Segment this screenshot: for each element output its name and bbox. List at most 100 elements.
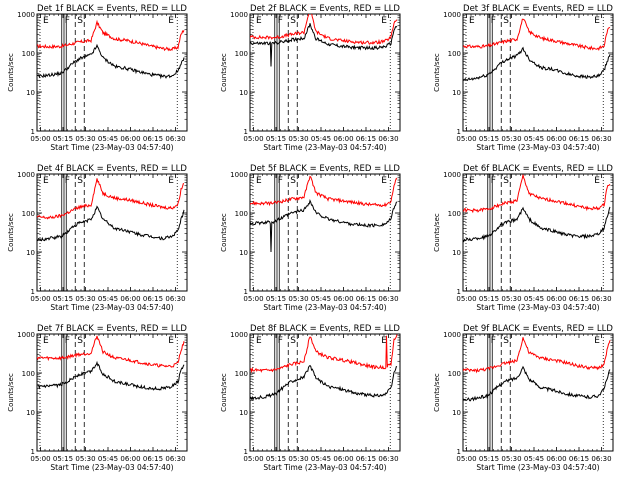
x-tick-label: 06:30 bbox=[591, 135, 611, 143]
panel-2: Det 2f BLACK = Events, RED = LLD 1 10 100 10… bbox=[220, 4, 401, 152]
y-tick-label: 100 bbox=[22, 210, 35, 218]
y-tick-label: 10 bbox=[26, 409, 35, 417]
y-tick-label: 1000 bbox=[17, 331, 35, 339]
y-tick-label: 100 bbox=[235, 50, 248, 58]
marker-label-f: F bbox=[491, 176, 496, 186]
y-tick-label: 10 bbox=[26, 89, 35, 97]
x-tick-label: 06:00 bbox=[333, 135, 353, 143]
plot-frame bbox=[462, 13, 614, 132]
x-tick-label: 06:15 bbox=[356, 135, 376, 143]
y-tick-label: 1 bbox=[457, 128, 461, 136]
y-tick-label: 10 bbox=[452, 89, 461, 97]
x-tick-label: 05:15 bbox=[53, 455, 73, 463]
plot-frame bbox=[249, 173, 401, 292]
y-tick-label: 10 bbox=[26, 249, 35, 257]
panel-8: Det 8f BLACK = Events, RED = LLD 1 10 100 10… bbox=[220, 324, 401, 472]
events-series-line bbox=[250, 364, 398, 402]
marker-label-e-end: E bbox=[594, 176, 600, 186]
x-tick-label: 06:00 bbox=[120, 135, 140, 143]
marker-label-s: S bbox=[77, 16, 83, 26]
y-tick-label: 1 bbox=[244, 288, 248, 296]
panel-title: Det 9f BLACK = Events, RED = LLD bbox=[463, 324, 613, 334]
x-tick-label: 06:30 bbox=[378, 455, 398, 463]
x-tick-label: 05:00 bbox=[456, 455, 476, 463]
y-tick-label: 100 bbox=[22, 50, 35, 58]
x-tick-label: 05:00 bbox=[243, 295, 263, 303]
marker-label-e: E bbox=[469, 176, 475, 186]
y-tick-label: 100 bbox=[22, 370, 35, 378]
y-tick-label: 10 bbox=[239, 409, 248, 417]
x-tick-label: 05:45 bbox=[311, 295, 331, 303]
marker-label-f: F bbox=[278, 16, 283, 26]
panel-title: Det 6f BLACK = Events, RED = LLD bbox=[463, 164, 613, 174]
x-tick-label: 05:00 bbox=[456, 295, 476, 303]
panel-7: Det 7f BLACK = Events, RED = LLD 1 10 100 10… bbox=[7, 324, 188, 472]
marker-label-f: F bbox=[278, 176, 283, 186]
marker-label-e: E bbox=[256, 176, 262, 186]
y-tick-label: 1 bbox=[31, 128, 35, 136]
panel-title: Det 3f BLACK = Events, RED = LLD bbox=[463, 4, 613, 14]
y-tick-label: 10 bbox=[239, 89, 248, 97]
x-tick-label: 06:15 bbox=[569, 455, 589, 463]
marker-label-s: S bbox=[290, 336, 296, 346]
x-tick-label: 06:15 bbox=[356, 455, 376, 463]
x-axis-label: Start Time (23-May-03 04:57:40) bbox=[50, 463, 173, 472]
x-tick-label: 05:45 bbox=[98, 295, 118, 303]
x-tick-label: 06:15 bbox=[143, 295, 163, 303]
x-tick-label: 05:00 bbox=[30, 455, 50, 463]
y-tick-label: 10 bbox=[452, 409, 461, 417]
x-tick-label: 06:00 bbox=[333, 295, 353, 303]
y-tick-label: 100 bbox=[235, 210, 248, 218]
x-tick-label: 05:30 bbox=[501, 295, 521, 303]
y-axis-label: Counts/sec bbox=[220, 373, 228, 412]
plot-frame bbox=[36, 333, 188, 452]
events-series-line bbox=[37, 205, 185, 242]
marker-label-e-end: E bbox=[594, 336, 600, 346]
y-axis-label: Counts/sec bbox=[7, 213, 15, 252]
marker-label-s: S bbox=[503, 336, 509, 346]
lld-series-line bbox=[250, 14, 398, 45]
x-tick-label: 06:15 bbox=[143, 455, 163, 463]
x-tick-label: 06:15 bbox=[356, 295, 376, 303]
panel-1: Det 1f BLACK = Events, RED = LLD 1 10 100 10… bbox=[7, 4, 188, 152]
marker-label-s: S bbox=[290, 16, 296, 26]
y-tick-label: 100 bbox=[448, 50, 461, 58]
x-tick-label: 05:45 bbox=[524, 455, 544, 463]
y-tick-label: 1 bbox=[244, 448, 248, 456]
y-axis-label: Counts/sec bbox=[433, 373, 441, 412]
x-tick-label: 06:30 bbox=[378, 295, 398, 303]
y-tick-label: 1 bbox=[31, 448, 35, 456]
marker-label-s: S bbox=[503, 176, 509, 186]
events-series-line bbox=[37, 360, 185, 391]
x-tick-label: 06:15 bbox=[569, 135, 589, 143]
x-tick-label: 06:30 bbox=[165, 135, 185, 143]
marker-label-f: F bbox=[491, 16, 496, 26]
x-tick-label: 06:00 bbox=[120, 295, 140, 303]
panel-title: Det 4f BLACK = Events, RED = LLD bbox=[37, 164, 187, 174]
marker-label-s: S bbox=[290, 176, 296, 186]
x-tick-label: 06:30 bbox=[165, 455, 185, 463]
y-axis-label: Counts/sec bbox=[433, 213, 441, 252]
x-tick-label: 05:30 bbox=[288, 455, 308, 463]
y-tick-label: 1000 bbox=[443, 11, 461, 19]
panel-4: Det 4f BLACK = Events, RED = LLD 1 10 100 10… bbox=[7, 164, 188, 312]
x-tick-label: 06:00 bbox=[333, 455, 353, 463]
x-tick-label: 06:30 bbox=[165, 295, 185, 303]
marker-label-f: F bbox=[65, 16, 70, 26]
marker-label-f: F bbox=[65, 176, 70, 186]
y-tick-label: 1000 bbox=[230, 331, 248, 339]
lld-series-line bbox=[463, 18, 611, 51]
events-series-line bbox=[250, 199, 398, 253]
x-tick-label: 05:00 bbox=[30, 135, 50, 143]
y-tick-label: 100 bbox=[235, 370, 248, 378]
events-series-line bbox=[250, 23, 398, 67]
x-tick-label: 06:15 bbox=[143, 135, 163, 143]
y-tick-label: 1000 bbox=[230, 171, 248, 179]
x-tick-label: 05:30 bbox=[288, 295, 308, 303]
x-tick-label: 05:15 bbox=[53, 295, 73, 303]
lld-series-line bbox=[463, 174, 611, 214]
x-axis-label: Start Time (23-May-03 04:57:40) bbox=[476, 463, 599, 472]
marker-label-f: F bbox=[65, 336, 70, 346]
lld-series-line bbox=[37, 178, 185, 220]
events-series-line bbox=[463, 365, 611, 402]
